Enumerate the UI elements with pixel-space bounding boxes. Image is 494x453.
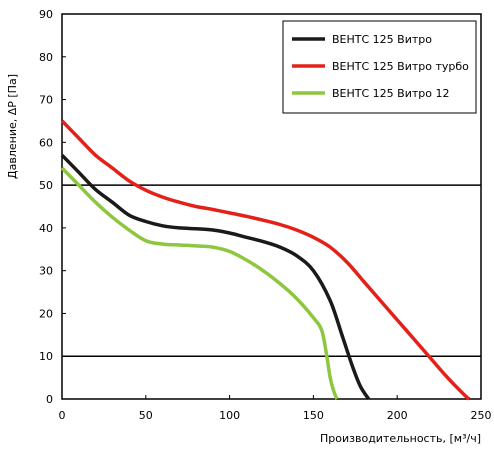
plot-area: [61, 13, 482, 400]
series-lines: [60, 119, 471, 401]
grid: [61, 13, 482, 400]
x-axis-title: Производительность, [м³/ч]: [320, 432, 481, 445]
y-tick-label-0: 0: [46, 393, 53, 406]
legend-label-1: ВЕНТС 125 Витро: [332, 33, 432, 46]
series-line-1: [60, 153, 371, 401]
y-tick-label-20: 20: [39, 307, 53, 320]
y-tick-label-30: 30: [39, 265, 53, 278]
legend: ВЕНТС 125 Витро ВЕНТС 125 Витро турбо ВЕНТ…: [282, 20, 477, 114]
y-tick-label-80: 80: [39, 51, 53, 64]
x-tick-label-200: 200: [387, 409, 408, 422]
series-line-3: [60, 166, 339, 400]
y-axis-title: Давление, ΔP [Па]: [6, 74, 19, 179]
x-tick-label-150: 150: [303, 409, 324, 422]
y-tick-label-10: 10: [39, 350, 53, 363]
series-line-2: [60, 119, 471, 401]
tick-labels: 0 10 20 30 40 50 60 70 80 90 0 50 100 150 200 250: [39, 8, 492, 422]
plot-border: [61, 13, 482, 400]
legend-label-3: ВЕНТС 125 Витро 12: [332, 87, 449, 100]
y-tick-label-50: 50: [39, 179, 53, 192]
x-tick-label-100: 100: [219, 409, 240, 422]
x-tick-label-250: 250: [471, 409, 492, 422]
y-tick-label-70: 70: [39, 94, 53, 107]
legend-label-2: ВЕНТС 125 Витро турбо: [332, 60, 469, 73]
y-tick-label-90: 90: [39, 8, 53, 21]
x-tick-label-0: 0: [59, 409, 66, 422]
x-tick-label-50: 50: [139, 409, 153, 422]
y-tick-label-60: 60: [39, 136, 53, 149]
y-tick-label-40: 40: [39, 222, 53, 235]
